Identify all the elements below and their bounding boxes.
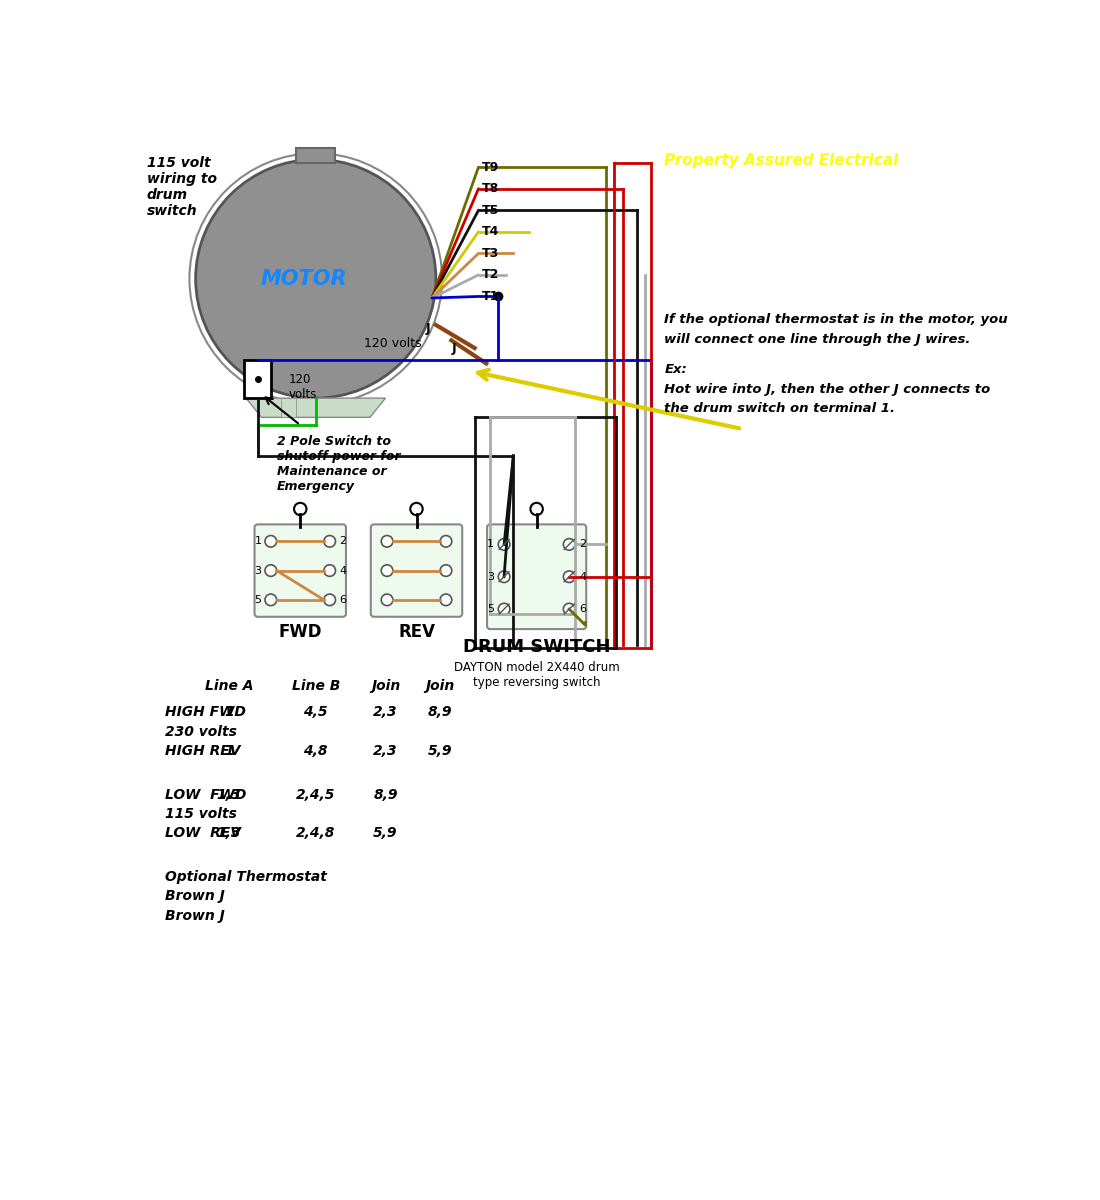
Circle shape (498, 604, 510, 614)
Text: 3: 3 (487, 571, 494, 582)
Text: T1: T1 (483, 290, 499, 302)
Text: 5,9: 5,9 (373, 826, 398, 840)
Text: 4,8: 4,8 (304, 744, 328, 757)
Text: J: J (451, 342, 456, 354)
Text: T4: T4 (483, 226, 499, 239)
Text: 6: 6 (339, 595, 346, 605)
Circle shape (323, 565, 336, 576)
Text: T8: T8 (483, 182, 499, 196)
Text: DRUM SWITCH: DRUM SWITCH (463, 637, 610, 655)
Circle shape (382, 535, 393, 547)
Text: 115 volt
wiring to
drum
switch: 115 volt wiring to drum switch (146, 156, 217, 218)
Text: 5,9: 5,9 (428, 744, 452, 757)
Circle shape (440, 565, 452, 576)
Circle shape (440, 594, 452, 606)
Text: J: J (426, 323, 430, 335)
Text: 8,9: 8,9 (428, 706, 452, 719)
Text: 120
volts: 120 volts (288, 372, 317, 401)
Text: the drum switch on terminal 1.: the drum switch on terminal 1. (664, 402, 895, 415)
Text: 120 volts: 120 volts (364, 337, 422, 350)
Text: 2,4,8: 2,4,8 (296, 826, 336, 840)
Circle shape (323, 535, 336, 547)
FancyBboxPatch shape (487, 524, 586, 629)
Circle shape (265, 535, 276, 547)
Text: 2 Pole Switch to
shutoff power for
Maintenance or
Emergency: 2 Pole Switch to shutoff power for Maint… (277, 436, 400, 493)
Text: T3: T3 (483, 247, 499, 260)
Text: 2,3: 2,3 (373, 706, 398, 719)
Text: 2: 2 (339, 536, 346, 546)
Circle shape (323, 594, 336, 606)
Text: 115 volts: 115 volts (165, 806, 236, 821)
Text: If the optional thermostat is in the motor, you: If the optional thermostat is in the mot… (664, 313, 1008, 326)
Text: HIGH REV: HIGH REV (165, 744, 240, 757)
Text: Brown J: Brown J (165, 908, 224, 923)
Text: DAYTON model 2X440 drum
type reversing switch: DAYTON model 2X440 drum type reversing s… (453, 661, 619, 689)
FancyBboxPatch shape (371, 524, 462, 617)
Text: HIGH FWD: HIGH FWD (165, 706, 245, 719)
Text: 1: 1 (224, 744, 234, 757)
Text: Join: Join (425, 679, 454, 694)
Circle shape (498, 539, 510, 550)
Polygon shape (280, 398, 296, 418)
Circle shape (265, 565, 276, 576)
Text: 5: 5 (254, 595, 262, 605)
Text: 1: 1 (224, 706, 234, 719)
Circle shape (196, 160, 436, 398)
Text: LOW  REV: LOW REV (165, 826, 241, 840)
Text: T5: T5 (483, 204, 499, 217)
Text: 2: 2 (580, 539, 586, 550)
Text: will connect one line through the J wires.: will connect one line through the J wire… (664, 332, 971, 346)
Text: Ex:: Ex: (664, 364, 688, 377)
Text: Optional Thermostat: Optional Thermostat (165, 870, 327, 884)
Circle shape (440, 535, 452, 547)
Text: 4,5: 4,5 (304, 706, 328, 719)
Bar (244, 360, 271, 398)
Circle shape (294, 503, 307, 515)
Text: Hot wire into J, then the other J connects to: Hot wire into J, then the other J connec… (664, 383, 991, 396)
Text: 2,3: 2,3 (373, 744, 398, 757)
Circle shape (382, 594, 393, 606)
Text: LOW  FWD: LOW FWD (165, 787, 246, 802)
Text: Property Assured Electrical: Property Assured Electrical (664, 154, 899, 168)
Circle shape (410, 503, 422, 515)
Text: 1: 1 (487, 539, 494, 550)
Text: Line A: Line A (205, 679, 253, 694)
Text: 6: 6 (580, 604, 586, 614)
Circle shape (382, 565, 393, 576)
Text: 4: 4 (580, 571, 586, 582)
Text: 3: 3 (254, 565, 262, 576)
Circle shape (563, 604, 575, 614)
Text: Line B: Line B (292, 679, 340, 694)
Text: Brown J: Brown J (165, 889, 224, 904)
Text: 1,3: 1,3 (217, 826, 241, 840)
Text: T9: T9 (483, 161, 499, 174)
Circle shape (265, 594, 276, 606)
Text: T2: T2 (483, 269, 499, 281)
Text: Join: Join (371, 679, 400, 694)
Polygon shape (246, 398, 385, 418)
Text: 230 volts: 230 volts (165, 725, 236, 738)
FancyBboxPatch shape (254, 524, 346, 617)
Circle shape (563, 539, 575, 550)
Text: 2,4,5: 2,4,5 (296, 787, 336, 802)
Circle shape (189, 154, 442, 404)
Circle shape (498, 571, 510, 582)
Circle shape (563, 571, 575, 582)
Circle shape (530, 503, 542, 515)
Text: FWD: FWD (278, 623, 322, 641)
Text: MOTOR: MOTOR (261, 269, 348, 289)
Text: 5: 5 (487, 604, 494, 614)
Text: 4: 4 (339, 565, 346, 576)
Text: 1: 1 (254, 536, 262, 546)
Text: REV: REV (398, 623, 434, 641)
Text: 8,9: 8,9 (373, 787, 398, 802)
Text: 1,3: 1,3 (217, 787, 241, 802)
Polygon shape (296, 148, 336, 163)
